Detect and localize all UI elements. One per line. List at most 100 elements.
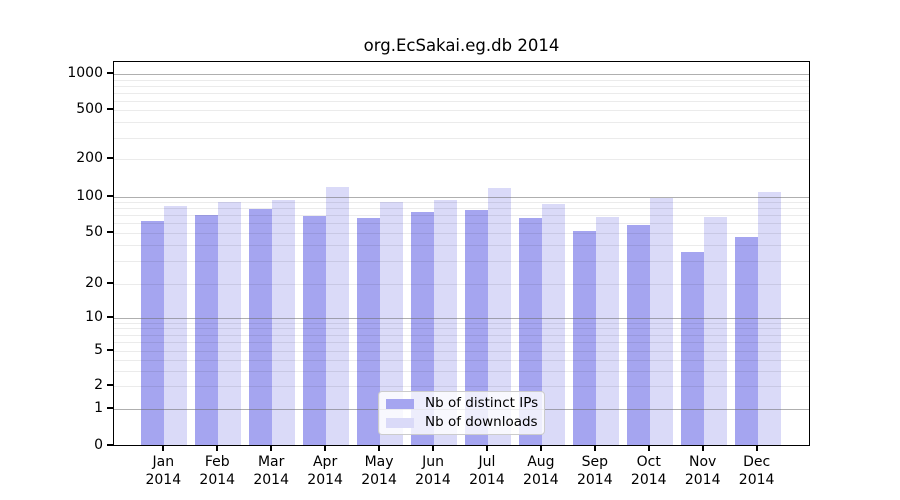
y-tick-label: 50	[85, 223, 103, 240]
minor-gridline	[114, 79, 809, 81]
bar-downloads	[649, 197, 673, 445]
bar-downloads	[380, 201, 404, 445]
x-tick-label: Apr 2014	[307, 454, 343, 488]
minor-gridline	[114, 202, 809, 204]
legend-item-distinct-ips: Nb of distinct IPs	[386, 395, 539, 411]
minor-gridline	[114, 370, 809, 372]
y-tick-label: 2	[94, 377, 103, 393]
x-tick-mark	[647, 446, 650, 451]
x-tick-label: Oct 2014	[630, 454, 667, 488]
minor-gridline	[114, 334, 809, 336]
x-tick-mark	[432, 446, 434, 451]
bar-downloads	[164, 206, 188, 445]
major-gridline	[114, 74, 809, 76]
x-tick-label: Aug 2014	[523, 454, 559, 488]
y-tick-label: 1	[94, 400, 103, 417]
y-tick-label: 200	[76, 150, 103, 167]
y-tick-mark	[107, 157, 113, 160]
chart-title: org.EcSakai.eg.db 2014	[363, 36, 560, 55]
legend-swatch-downloads	[386, 417, 414, 428]
minor-gridline	[114, 85, 809, 87]
major-gridline	[114, 317, 809, 319]
minor-gridline	[114, 137, 809, 139]
minor-gridline	[114, 359, 809, 361]
x-tick-label: Jan 2014	[145, 454, 182, 488]
y-tick-mark	[107, 444, 113, 446]
minor-gridline	[114, 322, 809, 324]
x-tick-mark	[755, 446, 758, 451]
bar-distinct-ips	[518, 217, 542, 445]
x-tick-mark	[270, 446, 273, 451]
x-tick-label: Mar 2014	[253, 454, 289, 488]
minor-gridline	[114, 328, 809, 330]
y-tick-label: 10	[85, 308, 103, 325]
x-tick-mark	[378, 446, 380, 451]
legend-swatch-distinct-ips	[386, 398, 414, 409]
x-tick-mark	[539, 446, 542, 451]
legend-label-downloads: Nb of downloads	[425, 414, 538, 430]
bar-distinct-ips	[411, 211, 434, 445]
x-tick-mark	[701, 446, 704, 451]
y-tick-mark	[107, 349, 113, 351]
x-tick-label: Jul 2014	[469, 454, 505, 488]
minor-gridline	[114, 110, 809, 112]
x-tick-mark	[216, 446, 219, 451]
y-tick-label: 100	[76, 187, 103, 204]
y-tick-mark	[107, 315, 113, 318]
bar-downloads	[595, 217, 619, 445]
y-tick-mark	[107, 230, 113, 233]
bar-distinct-ips	[141, 221, 165, 445]
x-tick-label: Sep 2014	[576, 454, 613, 488]
legend-item-downloads: Nb of downloads	[386, 414, 538, 430]
minor-gridline	[114, 245, 809, 247]
bar-distinct-ips	[195, 214, 219, 445]
minor-gridline	[114, 223, 809, 225]
minor-gridline	[114, 208, 809, 210]
bar-distinct-ips	[249, 208, 273, 445]
minor-gridline	[114, 386, 809, 387]
y-tick-label: 0	[94, 437, 103, 453]
y-tick-mark	[107, 72, 113, 75]
bar-distinct-ips	[357, 217, 381, 445]
y-tick-label: 1000	[67, 65, 103, 82]
x-tick-label: Feb 2014	[199, 454, 236, 488]
y-tick-mark	[107, 194, 113, 197]
bar-downloads	[272, 200, 296, 445]
minor-gridline	[114, 100, 809, 102]
x-tick-mark	[162, 446, 165, 451]
y-tick-mark	[107, 108, 113, 111]
minor-gridline	[114, 351, 809, 352]
bar-distinct-ips	[464, 209, 488, 445]
x-tick-label: Jun 2014	[415, 454, 451, 488]
x-tick-mark	[324, 446, 327, 451]
minor-gridline	[114, 342, 809, 344]
y-tick-mark	[107, 282, 113, 285]
y-tick-mark	[107, 384, 113, 386]
bar-downloads	[326, 186, 350, 445]
bar-downloads	[218, 201, 242, 445]
minor-gridline	[114, 122, 809, 124]
bar-distinct-ips	[734, 236, 758, 445]
bar-downloads	[434, 200, 457, 445]
x-tick-label: Nov 2014	[684, 454, 721, 488]
y-tick-label: 500	[76, 101, 103, 118]
minor-gridline	[114, 159, 809, 161]
minor-gridline	[114, 232, 809, 234]
major-gridline	[114, 196, 809, 198]
minor-gridline	[114, 92, 809, 94]
bar-distinct-ips	[572, 230, 596, 445]
x-tick-label: Dec 2014	[738, 454, 775, 488]
plot-area	[113, 61, 810, 446]
bar-downloads	[541, 204, 565, 445]
legend: Nb of distinct IPs Nb of downloads	[378, 391, 545, 435]
bar-distinct-ips	[680, 252, 704, 445]
legend-label-distinct-ips: Nb of distinct IPs	[425, 395, 539, 411]
x-tick-mark	[593, 446, 596, 451]
bar-distinct-ips	[303, 216, 327, 445]
bar-downloads	[703, 217, 727, 445]
y-tick-label: 5	[94, 342, 103, 358]
x-tick-label: May 2014	[361, 454, 397, 488]
bar-distinct-ips	[626, 224, 650, 445]
y-tick-mark	[107, 407, 113, 410]
